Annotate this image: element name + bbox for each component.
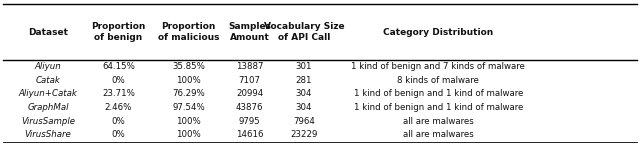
Text: 8 kinds of malware: 8 kinds of malware	[397, 76, 479, 85]
Text: 23229: 23229	[291, 131, 317, 139]
Text: 23.71%: 23.71%	[102, 89, 135, 98]
Text: Dataset: Dataset	[28, 28, 68, 37]
Text: Vocabulary Size
of API Call: Vocabulary Size of API Call	[264, 22, 344, 42]
Text: 1 kind of benign and 1 kind of malware: 1 kind of benign and 1 kind of malware	[354, 103, 523, 112]
Text: 97.54%: 97.54%	[172, 103, 205, 112]
Text: 43876: 43876	[236, 103, 263, 112]
Text: 35.85%: 35.85%	[172, 62, 205, 71]
Text: 76.29%: 76.29%	[172, 89, 205, 98]
Text: 281: 281	[296, 76, 312, 85]
Text: 100%: 100%	[177, 131, 201, 139]
Text: VirusShare: VirusShare	[24, 131, 72, 139]
Text: 13887: 13887	[236, 62, 263, 71]
Text: 304: 304	[296, 89, 312, 98]
Text: all are malwares: all are malwares	[403, 117, 474, 126]
Text: 0%: 0%	[111, 131, 125, 139]
Text: Aliyun+Catak: Aliyun+Catak	[19, 89, 77, 98]
Text: VirusSample: VirusSample	[21, 117, 75, 126]
Text: 100%: 100%	[177, 117, 201, 126]
Text: Catak: Catak	[36, 76, 60, 85]
Text: 301: 301	[296, 62, 312, 71]
Text: 2.46%: 2.46%	[105, 103, 132, 112]
Text: 1 kind of benign and 7 kinds of malware: 1 kind of benign and 7 kinds of malware	[351, 62, 525, 71]
Text: Aliyun: Aliyun	[35, 62, 61, 71]
Text: 1 kind of benign and 1 kind of malware: 1 kind of benign and 1 kind of malware	[354, 89, 523, 98]
Text: GraphMal: GraphMal	[28, 103, 68, 112]
Text: Proportion
of benign: Proportion of benign	[92, 22, 145, 42]
Text: 64.15%: 64.15%	[102, 62, 135, 71]
Text: Category Distribution: Category Distribution	[383, 28, 493, 37]
Text: 304: 304	[296, 103, 312, 112]
Text: Samples
Amount: Samples Amount	[228, 22, 271, 42]
Text: 9795: 9795	[239, 117, 260, 126]
Text: 100%: 100%	[177, 76, 201, 85]
Text: 7964: 7964	[293, 117, 315, 126]
Text: 20994: 20994	[236, 89, 263, 98]
Text: 0%: 0%	[111, 76, 125, 85]
Text: 14616: 14616	[236, 131, 263, 139]
Text: 7107: 7107	[239, 76, 260, 85]
Text: 0%: 0%	[111, 117, 125, 126]
Text: all are malwares: all are malwares	[403, 131, 474, 139]
Text: Proportion
of malicious: Proportion of malicious	[158, 22, 220, 42]
